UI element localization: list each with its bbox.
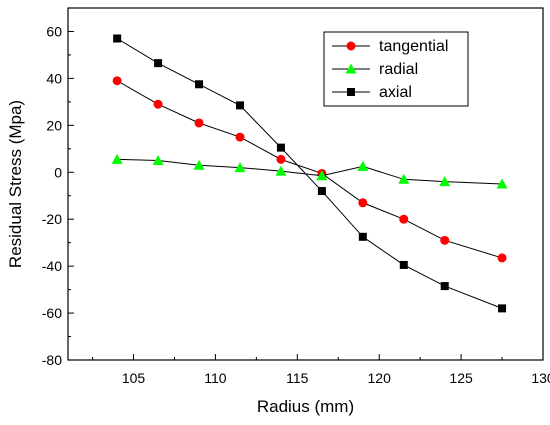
plot-frame — [67, 7, 544, 361]
point-axial — [440, 282, 449, 291]
y-tick-label: 0 — [54, 164, 62, 180]
x-tick-label: 115 — [286, 370, 309, 386]
x-tick-label: 120 — [368, 370, 392, 386]
legend-label: radial — [379, 61, 418, 78]
legend-marker — [347, 88, 355, 96]
series-radial — [111, 153, 508, 189]
point-radial — [316, 170, 328, 181]
legend-item-radial: radial — [332, 61, 418, 78]
x-tick-label: 105 — [122, 370, 146, 386]
legend-item-axial: axial — [332, 84, 412, 101]
point-tangential — [235, 132, 245, 142]
point-axial — [358, 232, 367, 241]
point-axial — [399, 260, 408, 269]
series-axial — [113, 34, 507, 313]
series-line-radial — [117, 158, 503, 185]
x-tick-label: 110 — [204, 370, 227, 386]
legend-label: axial — [379, 84, 412, 101]
point-radial — [152, 155, 164, 166]
point-tangential — [358, 198, 368, 208]
legend-marker — [345, 63, 357, 74]
y-tick-label: 20 — [46, 117, 62, 133]
y-tick-label: -80 — [42, 352, 62, 368]
series-line-axial — [116, 38, 503, 309]
point-axial — [276, 143, 285, 152]
series-layer — [111, 34, 508, 313]
point-radial — [398, 173, 410, 184]
point-tangential — [153, 99, 163, 109]
point-axial — [113, 34, 122, 43]
x-axis-title: Radius (mm) — [257, 397, 354, 416]
legend: tangential radial axial — [323, 31, 469, 107]
series-line-tangential — [116, 80, 503, 259]
point-radial — [439, 176, 451, 187]
point-radial — [234, 162, 246, 173]
point-radial — [496, 178, 508, 189]
legend-label: tangential — [379, 38, 448, 55]
point-radial — [275, 165, 287, 176]
y-axis-title: Residual Stress (Mpa) — [6, 100, 25, 268]
y-tick-label: -40 — [42, 258, 62, 274]
y-tick-label: -20 — [42, 211, 62, 227]
point-axial — [235, 101, 244, 110]
point-tangential — [194, 118, 204, 128]
point-tangential — [276, 154, 286, 164]
point-axial — [195, 80, 204, 89]
y-tick-label: -60 — [42, 305, 62, 321]
x-tick-label: 125 — [449, 370, 473, 386]
point-axial — [498, 304, 507, 313]
point-radial — [193, 159, 205, 170]
point-tangential — [497, 253, 507, 263]
point-radial — [111, 153, 123, 164]
plot-area: -80 -60 -40 -20 0 20 40 60 105 110 115 120 125 130 — [42, 7, 550, 386]
point-tangential — [440, 235, 450, 245]
point-radial — [357, 160, 369, 171]
point-axial — [154, 59, 163, 68]
legend-marker — [346, 41, 356, 51]
point-tangential — [112, 76, 122, 86]
point-axial — [317, 187, 326, 196]
y-tick-label: 40 — [46, 70, 62, 86]
point-tangential — [399, 214, 409, 224]
x-tick-label: 130 — [531, 370, 550, 386]
y-tick-label: 60 — [46, 23, 62, 39]
legend-item-tangential: tangential — [332, 38, 448, 55]
